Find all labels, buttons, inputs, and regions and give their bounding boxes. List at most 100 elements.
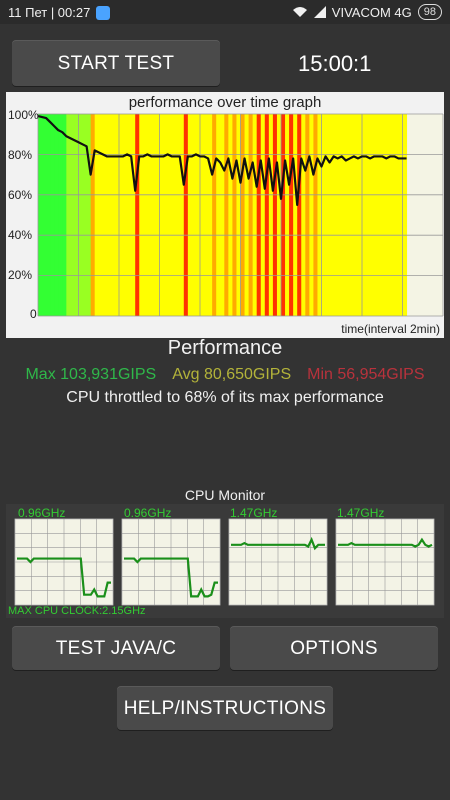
perf-bar [102, 114, 108, 316]
perf-bar [272, 114, 278, 316]
graph-title: performance over time graph [128, 94, 322, 111]
perf-bar [353, 114, 359, 316]
y-tick-label: 100% [8, 108, 39, 122]
perf-bar [208, 114, 213, 316]
perf-bar [256, 114, 262, 316]
perf-bar [240, 114, 246, 316]
max-cpu-clock: MAX CPU CLOCK:2.15GHz [8, 605, 146, 617]
y-tick-label: 40% [8, 228, 33, 242]
perf-bar [119, 114, 124, 316]
battery-icon: 98 [417, 4, 442, 20]
perf-bar [86, 114, 92, 316]
core-clock-label: 1.47GHz [230, 506, 278, 520]
y-tick-label: 80% [8, 148, 33, 162]
perf-bar [127, 114, 132, 316]
perf-bar [313, 114, 318, 316]
core-clock-line [124, 557, 218, 598]
shield-icon [96, 5, 111, 20]
perf-bar [394, 114, 399, 316]
perf-bar [309, 114, 314, 316]
perf-bar [38, 114, 47, 316]
perf-bar [317, 114, 322, 316]
core-clock-label: 0.96GHz [124, 506, 172, 520]
perf-bar [46, 114, 51, 316]
perf-bar [74, 114, 79, 316]
perf-bar [289, 114, 294, 316]
perf-bar [155, 114, 160, 316]
y-tick-label: 20% [8, 268, 33, 282]
wifi-icon [292, 7, 307, 17]
perf-bar [147, 114, 152, 316]
perf-bar [106, 114, 112, 316]
perf-bar [114, 114, 120, 316]
perf-bar [78, 114, 84, 316]
perf-bar [276, 114, 282, 316]
perf-bar [135, 114, 140, 316]
perf-bar [370, 114, 375, 316]
core-clock-line [17, 557, 111, 598]
perf-bar [382, 114, 387, 316]
perf-bar [212, 114, 217, 316]
perf-bar [293, 114, 298, 316]
perf-bar [200, 114, 205, 316]
core-clock-label: 0.96GHz [18, 506, 66, 520]
perf-bar [386, 114, 391, 316]
perf-bar [187, 114, 193, 316]
perf-bar [301, 114, 306, 316]
perf-bar [167, 114, 173, 316]
perf-bar [390, 114, 395, 316]
perf-bar [175, 114, 181, 316]
status-left: 11 Пет | 00:27 [8, 5, 111, 20]
throttle-message: CPU throttled to 68% of its max performa… [66, 389, 384, 406]
perf-bar [378, 114, 383, 316]
perf-bar [362, 114, 367, 316]
performance-graph: performance over time graph 100% 80% 60%… [6, 92, 444, 338]
perf-bar [224, 114, 229, 316]
graph-canvas [37, 113, 444, 317]
max-performance: Max 103,931GIPS [25, 366, 157, 383]
cpu-monitor-title: CPU Monitor [184, 487, 266, 503]
options-button[interactable]: OPTIONS [230, 626, 438, 670]
perf-bar [236, 114, 241, 316]
perf-bar [252, 114, 258, 316]
core-clock-line [231, 536, 325, 551]
perf-bar [398, 114, 403, 316]
test-java-c-button[interactable]: TEST JAVA/C [12, 626, 220, 670]
perf-bar [191, 114, 197, 316]
min-performance: Min 56,954GIPS [307, 366, 425, 383]
perf-bar [264, 114, 270, 316]
performance-stats: Max 103,931GIPS Avg 80,650GIPS Min 56,95… [0, 366, 450, 384]
perf-bar [151, 114, 156, 316]
core-clock-line [338, 537, 433, 548]
perf-bar [357, 114, 363, 316]
perf-bar [195, 114, 201, 316]
perf-bar [268, 114, 274, 316]
perf-bar [58, 114, 63, 316]
perf-bar [94, 114, 100, 316]
perf-bar [374, 114, 379, 316]
perf-bar [228, 114, 233, 316]
perf-bar [248, 114, 254, 316]
perf-bar [163, 114, 169, 316]
start-test-button[interactable]: START TEST [12, 40, 220, 86]
perf-bar [70, 114, 75, 316]
help-instructions-button[interactable]: HELP/INSTRUCTIONS [117, 686, 333, 730]
perf-bar [366, 114, 371, 316]
perf-bar [337, 114, 343, 316]
x-axis-label: time(interval 2min) [341, 322, 440, 336]
perf-bar [66, 114, 71, 316]
perf-bar [285, 114, 290, 316]
y-tick-label: 0 [30, 307, 37, 321]
perf-bar [333, 114, 339, 316]
perf-bar [54, 114, 59, 316]
perf-bar [131, 114, 136, 316]
perf-bar [244, 114, 250, 316]
perf-bar [329, 114, 335, 316]
perf-bar [179, 114, 185, 316]
perf-bar [325, 114, 331, 316]
perf-bar [349, 114, 355, 316]
perf-bar [341, 114, 347, 316]
perf-bar [171, 114, 177, 316]
timer-display: 15:00:1 [298, 51, 372, 76]
perf-bar [62, 114, 67, 316]
